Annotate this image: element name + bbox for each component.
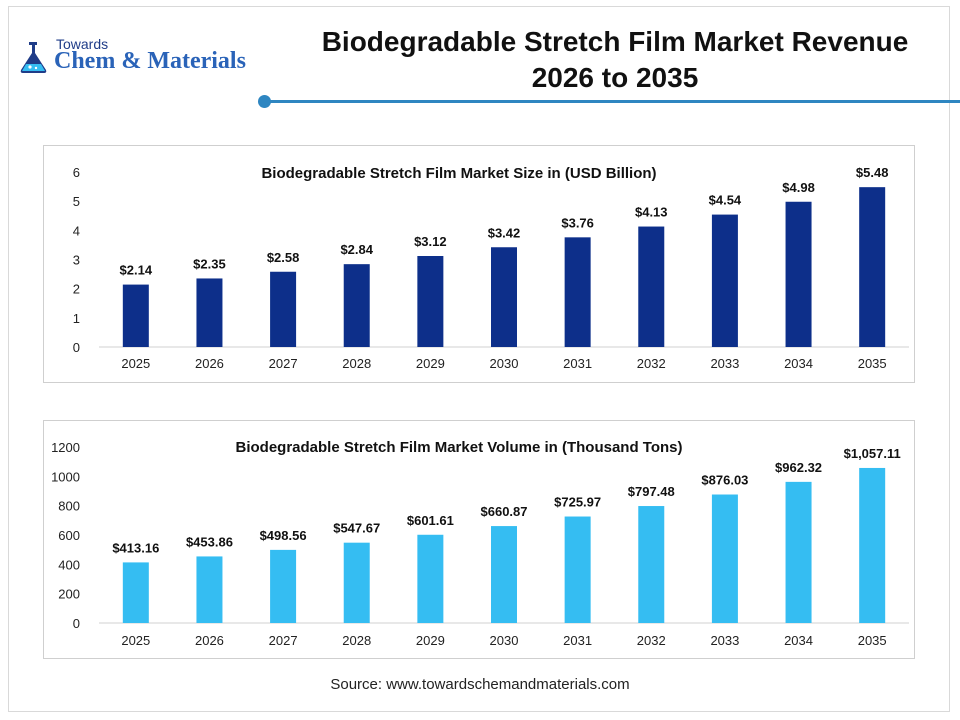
data-label: $797.48	[628, 484, 675, 499]
bar	[859, 187, 886, 347]
bar	[270, 271, 297, 347]
logo-wordmark: Chem & Materials	[54, 48, 246, 74]
y-tick-label: 0	[73, 616, 80, 631]
data-label: $498.56	[260, 528, 307, 543]
y-tick-label: 6	[73, 165, 80, 180]
data-label: $3.12	[414, 234, 447, 249]
data-label: $725.97	[554, 495, 601, 510]
bar	[196, 278, 223, 347]
y-tick-label: 2	[73, 282, 80, 297]
data-label: $2.14	[120, 263, 153, 278]
bar	[417, 256, 444, 347]
x-tick-label: 2034	[784, 633, 813, 648]
revenue-chart: Biodegradable Stretch Film Market Size i…	[73, 165, 909, 371]
bar	[711, 494, 738, 623]
x-tick-label: 2032	[637, 356, 666, 371]
data-label: $962.32	[775, 460, 822, 475]
x-tick-label: 2035	[858, 356, 887, 371]
x-tick-label: 2035	[858, 633, 887, 648]
x-tick-label: 2034	[784, 356, 813, 371]
data-label: $3.42	[488, 225, 521, 240]
revenue-chart-panel: Biodegradable Stretch Film Market Size i…	[43, 145, 915, 383]
bar	[122, 562, 149, 623]
x-tick-label: 2025	[121, 356, 150, 371]
data-label: $5.48	[856, 165, 889, 180]
logo-tagline: Towards	[56, 36, 109, 52]
bar	[711, 214, 738, 347]
x-tick-label: 2029	[416, 356, 445, 371]
x-tick-label: 2028	[342, 356, 371, 371]
bar	[343, 542, 370, 623]
bar	[343, 264, 370, 347]
data-label: $453.86	[186, 534, 233, 549]
bar	[785, 201, 812, 347]
data-label: $4.54	[709, 193, 742, 208]
y-tick-label: 600	[58, 528, 80, 543]
bar	[564, 237, 591, 347]
bar	[491, 247, 517, 347]
chart-title: Biodegradable Stretch Film Market Size i…	[261, 165, 656, 182]
data-label: $2.84	[340, 242, 373, 257]
bar	[122, 284, 149, 347]
bar	[638, 506, 665, 623]
y-tick-label: 1200	[51, 440, 80, 455]
bar	[270, 549, 297, 623]
x-tick-label: 2027	[269, 356, 298, 371]
bar	[785, 481, 812, 623]
data-label: $2.35	[193, 256, 226, 271]
y-tick-label: 1000	[51, 469, 80, 484]
volume-chart-panel: Biodegradable Stretch Film Market Volume…	[43, 420, 915, 659]
x-tick-label: 2026	[195, 356, 224, 371]
data-label: $4.13	[635, 205, 668, 220]
x-tick-label: 2028	[342, 633, 371, 648]
y-tick-label: 200	[58, 587, 80, 602]
data-label: $413.16	[112, 540, 159, 555]
chart-title: Biodegradable Stretch Film Market Volume…	[236, 439, 683, 456]
y-tick-label: 0	[73, 340, 80, 355]
title-underline	[266, 100, 960, 103]
brand-logo: Towards Chem & Materials	[18, 34, 268, 80]
bar	[417, 534, 444, 623]
page-title-line1: Biodegradable Stretch Film Market Revenu…	[321, 26, 909, 57]
x-tick-label: 2033	[710, 633, 739, 648]
data-label: $1,057.11	[844, 446, 901, 461]
data-label: $660.87	[481, 504, 528, 519]
data-label: $3.76	[561, 215, 594, 230]
y-tick-label: 800	[58, 499, 80, 514]
bar	[196, 556, 223, 623]
x-tick-label: 2026	[195, 633, 224, 648]
y-tick-label: 5	[73, 194, 80, 209]
data-label: $601.61	[407, 513, 454, 528]
y-tick-label: 4	[73, 223, 80, 238]
x-tick-label: 2031	[563, 633, 592, 648]
source-note: Source: www.towardschemandmaterials.com	[330, 676, 630, 693]
x-tick-label: 2031	[563, 356, 592, 371]
bar	[491, 526, 517, 623]
bar	[564, 516, 591, 623]
data-label: $2.58	[267, 250, 300, 265]
data-label: $4.98	[782, 180, 815, 195]
data-label: $547.67	[333, 521, 380, 536]
page-title-line2: 2026 to 2035	[531, 62, 699, 93]
bar	[859, 467, 886, 623]
y-tick-label: 3	[73, 253, 80, 268]
bar	[638, 226, 665, 347]
page-frame	[8, 6, 950, 712]
x-tick-label: 2027	[269, 633, 298, 648]
volume-chart: Biodegradable Stretch Film Market Volume…	[51, 439, 909, 648]
data-label: $876.03	[701, 473, 748, 488]
y-tick-label: 400	[58, 557, 80, 572]
x-tick-label: 2032	[637, 633, 666, 648]
x-tick-label: 2030	[490, 633, 519, 648]
flask-icon	[20, 42, 47, 73]
y-tick-label: 1	[73, 311, 80, 326]
x-tick-label: 2033	[710, 356, 739, 371]
title-underline-dot	[258, 95, 271, 108]
page-title: Biodegradable Stretch Film Market Revenu…	[270, 24, 960, 96]
x-tick-label: 2029	[416, 633, 445, 648]
x-tick-label: 2030	[490, 356, 519, 371]
x-tick-label: 2025	[121, 633, 150, 648]
